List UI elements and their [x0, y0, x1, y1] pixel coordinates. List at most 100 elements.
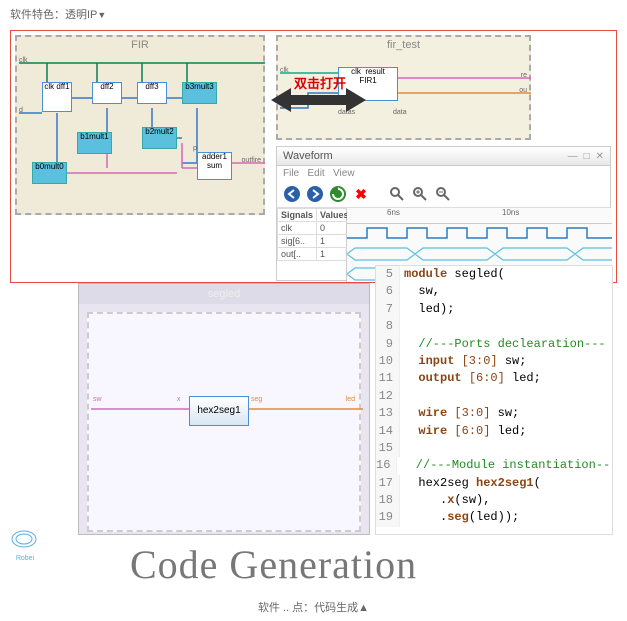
- fir-port-o: outfire: [242, 157, 261, 164]
- code-panel[interactable]: 5module segled(6 sw,7 led);89 //---Ports…: [375, 265, 613, 535]
- code-line-text: //---Module instantiation---: [397, 457, 613, 474]
- footer-label: 软件 .. 点：代码生成: [258, 602, 358, 614]
- code-line: 14 wire [6:0] led;: [376, 423, 612, 440]
- waveform-time-header: 6ns 10ns: [347, 208, 612, 224]
- footer-arrow: ▲: [358, 602, 369, 614]
- code-line-number: 11: [376, 370, 400, 387]
- page: 软件特色：透明IP▼ FIR clk d outfire clk dff1 df…: [0, 0, 627, 621]
- segled-led: led: [346, 396, 355, 403]
- code-line: 10 input [3:0] sw;: [376, 353, 612, 370]
- code-line: 18 .x(sw),: [376, 492, 612, 509]
- menu-file[interactable]: File: [283, 168, 299, 179]
- firtest-port-data: data: [393, 109, 407, 116]
- code-line: 17 hex2seg hex2seg1(: [376, 475, 612, 492]
- code-line-text: [400, 440, 404, 457]
- code-line-number: 14: [376, 423, 400, 440]
- sig-r0c0[interactable]: clk: [278, 222, 317, 235]
- menu-edit[interactable]: Edit: [307, 168, 324, 179]
- node-mult2[interactable]: b2mult2: [142, 127, 177, 149]
- code-line: 9 //---Ports declearation---: [376, 336, 612, 353]
- reload-icon[interactable]: [328, 184, 348, 204]
- win-close-icon[interactable]: ✕: [596, 151, 604, 162]
- node-dff2[interactable]: dff2: [92, 82, 122, 104]
- code-line: 6 sw,: [376, 283, 612, 300]
- double-click-label: 双击打开: [294, 73, 346, 92]
- segled-x: x: [177, 396, 181, 403]
- node-mult3[interactable]: b3mult3: [182, 82, 217, 104]
- win-max-icon[interactable]: □: [584, 151, 590, 162]
- code-line: 8: [376, 318, 612, 335]
- sig-r2c0[interactable]: out[..: [278, 248, 317, 261]
- time-left: 6ns: [387, 208, 400, 217]
- code-line-number: 15: [376, 440, 400, 457]
- code-generation-label: Code Generation: [130, 541, 417, 588]
- node-mult1[interactable]: b1mult1: [77, 132, 112, 154]
- code-line-number: 17: [376, 475, 400, 492]
- node-dff3[interactable]: dff3: [137, 82, 167, 104]
- code-line-text: //---Ports declearation---: [400, 336, 606, 353]
- stop-icon[interactable]: ✖: [351, 184, 371, 204]
- node-adder[interactable]: adder1 sum: [197, 152, 232, 180]
- waveform-menu: File Edit View: [277, 166, 610, 181]
- code-line-number: 9: [376, 336, 400, 353]
- bottom-section: segled sw x seg led hex2seg1 5module seg…: [10, 283, 617, 593]
- fir-panel: FIR clk d outfire clk dff1 dff2 dff3 b3m…: [15, 35, 265, 215]
- code-line-number: 18: [376, 492, 400, 509]
- top-red-section: FIR clk d outfire clk dff1 dff2 dff3 b3m…: [10, 30, 617, 283]
- zoom-out-icon[interactable]: [433, 184, 453, 204]
- code-line-number: 10: [376, 353, 400, 370]
- zoom-in-icon[interactable]: [410, 184, 430, 204]
- code-line-text: [400, 318, 404, 335]
- footer: 软件 .. 点：代码生成▲: [0, 593, 627, 621]
- firtest-port-ou: ou: [519, 87, 527, 94]
- code-line: 11 output [6:0] led;: [376, 370, 612, 387]
- code-line-text: output [6:0] led;: [400, 370, 541, 387]
- waveform-title: Waveform: [283, 150, 333, 162]
- code-line-text: [400, 388, 404, 405]
- node-p: p: [193, 145, 197, 152]
- header-label: 软件特色：透明IP: [10, 9, 97, 21]
- code-line-number: 12: [376, 388, 400, 405]
- back-icon[interactable]: [282, 184, 302, 204]
- header-arrow: ▼: [97, 10, 106, 20]
- fir-port-clk: clk: [19, 57, 28, 64]
- waveform-toolbar: ✖: [277, 181, 610, 208]
- segled-sw: sw: [93, 396, 102, 403]
- robei-logo-icon: Robei: [10, 528, 40, 558]
- waveform-window: Waveform — □ ✕ File Edit View ✖: [276, 146, 611, 281]
- fir-title: FIR: [17, 37, 263, 53]
- win-min-icon[interactable]: —: [568, 151, 578, 162]
- node-mult0[interactable]: b0mult0: [32, 162, 67, 184]
- firtest-title: fir_test: [278, 37, 529, 53]
- code-line-number: 13: [376, 405, 400, 422]
- code-line: 12: [376, 388, 612, 405]
- code-line: 15: [376, 440, 612, 457]
- menu-view[interactable]: View: [333, 168, 355, 179]
- waveform-titlebar[interactable]: Waveform — □ ✕: [277, 147, 610, 166]
- code-line-text: led);: [400, 301, 454, 318]
- code-line-text: module segled(: [400, 266, 505, 283]
- waveform-signals: SignalsValues clk0 sig[6..1 out[..1: [277, 208, 347, 282]
- search-icon[interactable]: [387, 184, 407, 204]
- segled-title: segled: [79, 284, 369, 304]
- code-line-number: 16: [376, 457, 397, 474]
- code-line-text: wire [3:0] sw;: [400, 405, 519, 422]
- time-right: 10ns: [502, 208, 519, 217]
- code-line-number: 5: [376, 266, 400, 283]
- code-line: 5module segled(: [376, 266, 612, 283]
- node-clkdff[interactable]: clk dff1: [42, 82, 72, 112]
- node-hex2seg1[interactable]: hex2seg1: [189, 396, 249, 426]
- code-line-text: hex2seg hex2seg1(: [400, 475, 541, 492]
- sig-hdr-0: Signals: [278, 209, 317, 222]
- code-line: 16 //---Module instantiation---: [376, 457, 612, 474]
- code-line-number: 6: [376, 283, 400, 300]
- segled-canvas: sw x seg led hex2seg1: [87, 312, 361, 532]
- code-line-text: input [3:0] sw;: [400, 353, 526, 370]
- code-line-text: wire [6:0] led;: [400, 423, 526, 440]
- logo-text: Robei: [10, 555, 40, 562]
- sig-r1c0[interactable]: sig[6..: [278, 235, 317, 248]
- forward-icon[interactable]: [305, 184, 325, 204]
- firtest-port-clk: clk: [280, 67, 289, 74]
- code-line-text: .x(sw),: [400, 492, 490, 509]
- code-line-text: .seg(led));: [400, 509, 519, 526]
